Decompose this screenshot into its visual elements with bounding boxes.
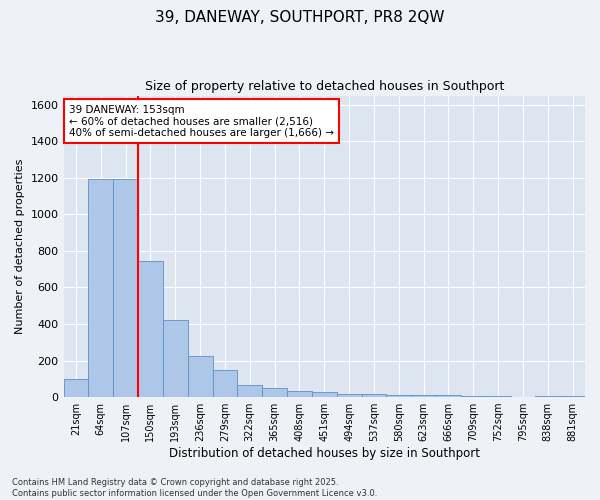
Bar bbox=[113, 178, 138, 397]
Bar bbox=[238, 385, 262, 397]
Bar bbox=[212, 370, 238, 397]
Bar bbox=[337, 394, 362, 397]
Bar bbox=[64, 379, 88, 397]
Bar bbox=[262, 388, 287, 397]
Bar bbox=[485, 396, 511, 397]
X-axis label: Distribution of detached houses by size in Southport: Distribution of detached houses by size … bbox=[169, 447, 480, 460]
Bar bbox=[411, 396, 436, 397]
Bar bbox=[88, 178, 113, 397]
Bar bbox=[138, 261, 163, 397]
Bar bbox=[386, 395, 411, 397]
Bar bbox=[436, 396, 461, 397]
Bar bbox=[163, 320, 188, 397]
Bar bbox=[535, 396, 560, 397]
Bar bbox=[461, 396, 485, 397]
Title: Size of property relative to detached houses in Southport: Size of property relative to detached ho… bbox=[145, 80, 504, 93]
Bar bbox=[362, 394, 386, 397]
Bar bbox=[188, 356, 212, 397]
Y-axis label: Number of detached properties: Number of detached properties bbox=[15, 158, 25, 334]
Text: 39, DANEWAY, SOUTHPORT, PR8 2QW: 39, DANEWAY, SOUTHPORT, PR8 2QW bbox=[155, 10, 445, 25]
Bar bbox=[312, 392, 337, 397]
Bar bbox=[287, 390, 312, 397]
Bar bbox=[560, 396, 585, 397]
Text: Contains HM Land Registry data © Crown copyright and database right 2025.
Contai: Contains HM Land Registry data © Crown c… bbox=[12, 478, 377, 498]
Text: 39 DANEWAY: 153sqm
← 60% of detached houses are smaller (2,516)
40% of semi-deta: 39 DANEWAY: 153sqm ← 60% of detached hou… bbox=[69, 104, 334, 138]
